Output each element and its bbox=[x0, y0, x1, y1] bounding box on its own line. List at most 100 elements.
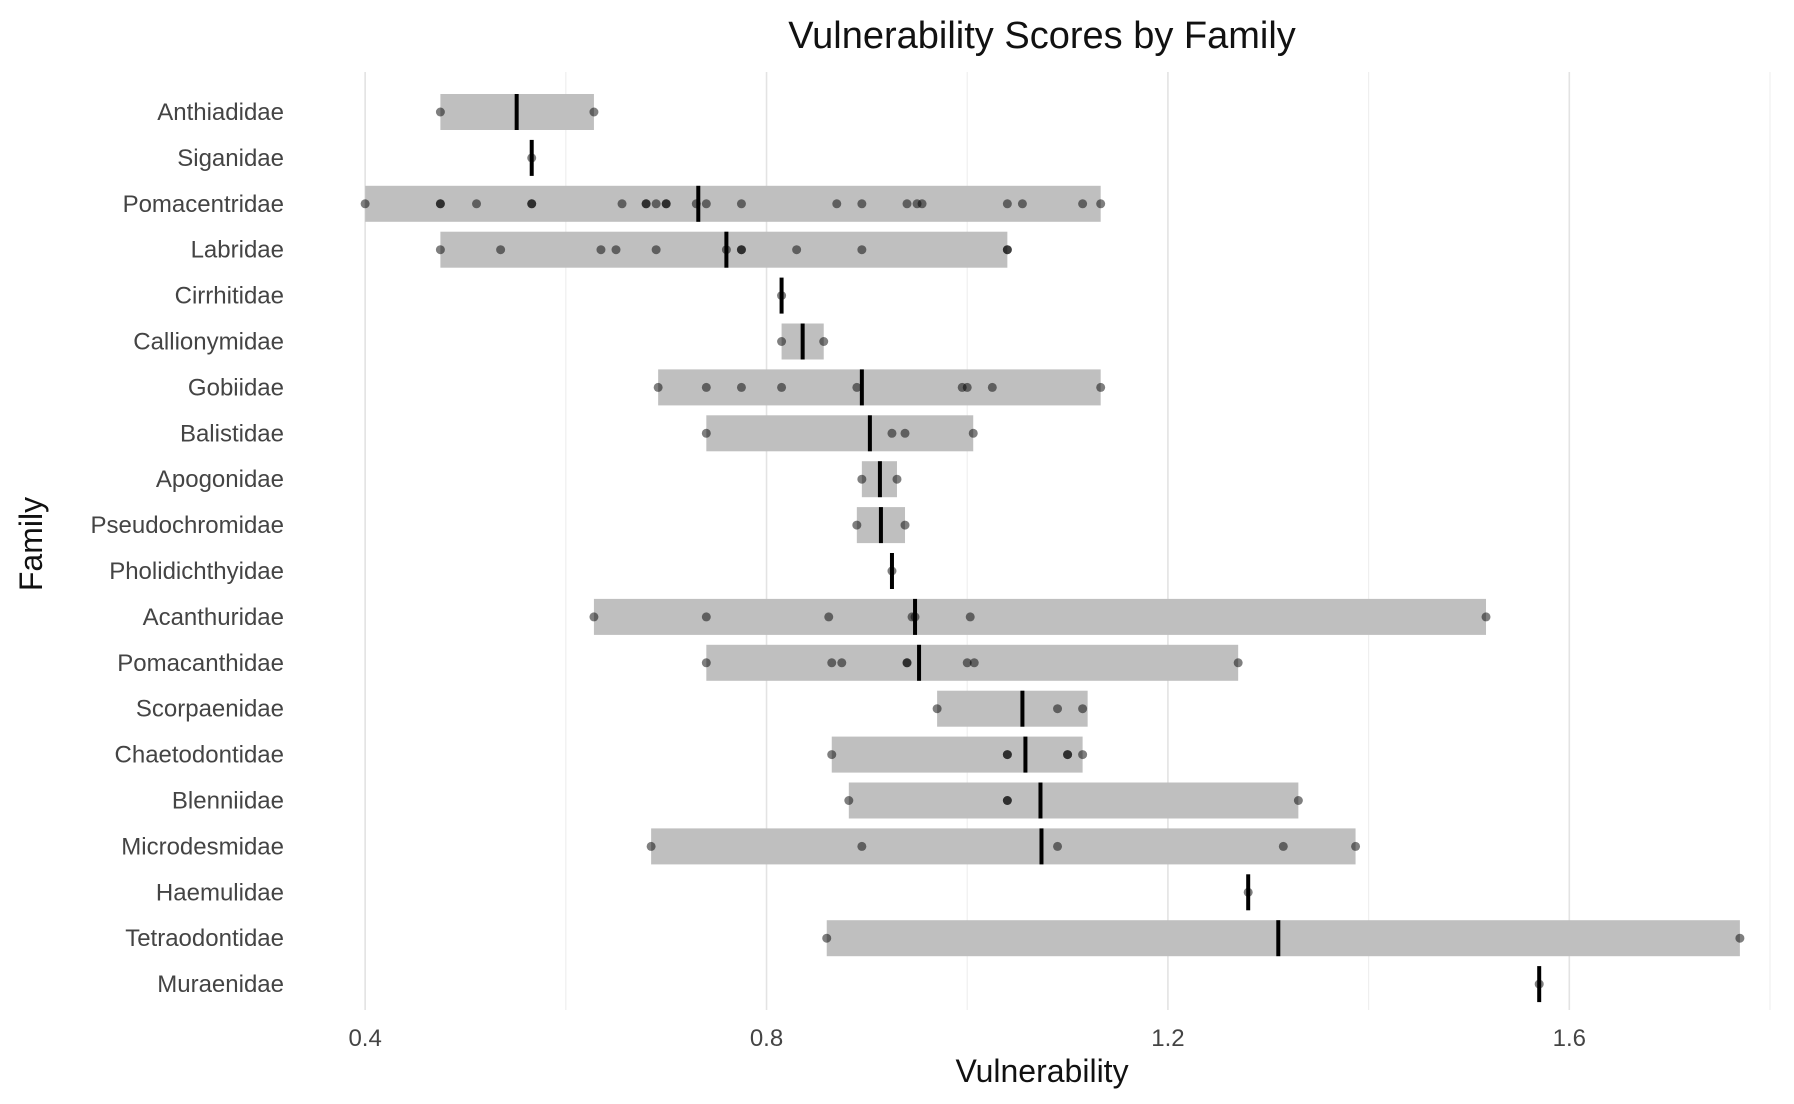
data-point bbox=[1017, 199, 1027, 209]
data-point bbox=[435, 199, 445, 209]
y-tick-labels: Anthiadidae Siganidae Pomacentridae Labrida… bbox=[91, 99, 284, 998]
y-tick-label: Chaetodontidae bbox=[115, 742, 284, 769]
y-tick-label: Apogonidae bbox=[156, 466, 284, 493]
data-point bbox=[1078, 704, 1088, 714]
data-point bbox=[736, 382, 746, 392]
data-point bbox=[857, 199, 867, 209]
data-point bbox=[1351, 841, 1361, 851]
x-tick-label: 0.8 bbox=[750, 1025, 783, 1052]
y-tick-label: Scorpaenidae bbox=[136, 696, 284, 723]
data-point bbox=[857, 841, 867, 851]
data-point bbox=[962, 382, 972, 392]
data-point bbox=[1002, 750, 1012, 760]
data-point bbox=[822, 933, 832, 943]
y-tick-label: Tetraodontidae bbox=[125, 925, 284, 952]
data-point bbox=[701, 199, 711, 209]
data-point bbox=[900, 520, 910, 530]
data-point bbox=[962, 658, 972, 668]
data-point bbox=[1053, 841, 1063, 851]
y-tick-label: Balistidae bbox=[180, 420, 284, 447]
x-axis-title: Vulnerability bbox=[955, 1053, 1128, 1089]
y-tick-label: Haemulidae bbox=[156, 879, 284, 906]
range-bar bbox=[937, 690, 1088, 727]
data-points bbox=[360, 107, 1745, 989]
data-point bbox=[435, 107, 445, 117]
data-point bbox=[596, 245, 606, 255]
data-point bbox=[819, 337, 829, 346]
y-tick-label: Pomacanthidae bbox=[117, 650, 284, 677]
data-point bbox=[1293, 796, 1303, 805]
data-point bbox=[857, 474, 867, 484]
data-point bbox=[969, 658, 979, 668]
range-bar bbox=[826, 920, 1740, 957]
range-bar bbox=[848, 782, 1299, 819]
data-point bbox=[611, 245, 621, 255]
data-point bbox=[968, 428, 978, 438]
y-tick-label: Blenniidae bbox=[172, 788, 284, 815]
range-bar bbox=[706, 415, 974, 452]
data-point bbox=[1053, 704, 1063, 714]
data-point bbox=[589, 612, 599, 622]
y-tick-label: Pomacentridae bbox=[123, 191, 284, 218]
data-point bbox=[777, 337, 787, 346]
y-tick-label: Cirrhitidae bbox=[175, 283, 284, 310]
data-point bbox=[857, 245, 867, 255]
data-point bbox=[837, 658, 847, 668]
range-bar bbox=[831, 736, 1083, 773]
data-point bbox=[827, 750, 837, 760]
x-tick-labels: 0.4 0.8 1.2 1.6 bbox=[348, 1025, 1586, 1052]
data-point bbox=[527, 199, 537, 209]
data-point bbox=[701, 658, 711, 668]
data-point bbox=[472, 199, 482, 209]
data-point bbox=[1481, 612, 1491, 622]
data-point bbox=[1078, 750, 1088, 760]
y-tick-label: Microdesmidae bbox=[121, 833, 284, 860]
grid bbox=[364, 72, 1771, 1010]
data-point bbox=[887, 428, 897, 438]
y-tick-label: Acanthuridae bbox=[143, 604, 284, 631]
median-lines bbox=[514, 94, 1542, 1003]
data-point bbox=[852, 382, 862, 392]
data-point bbox=[736, 199, 746, 209]
y-tick-label: Labridae bbox=[191, 237, 284, 264]
data-point bbox=[651, 245, 661, 255]
data-point bbox=[902, 199, 912, 209]
data-point bbox=[653, 382, 663, 392]
x-tick-label: 1.2 bbox=[1151, 1025, 1184, 1052]
y-tick-label: Callionymidae bbox=[133, 329, 284, 356]
data-point bbox=[965, 612, 975, 622]
data-point bbox=[1002, 199, 1012, 209]
data-point bbox=[589, 107, 599, 117]
x-tick-label: 1.6 bbox=[1553, 1025, 1586, 1052]
y-tick-label: Muraenidae bbox=[157, 971, 284, 998]
data-point bbox=[792, 245, 802, 255]
data-point bbox=[1233, 658, 1243, 668]
data-point bbox=[827, 658, 837, 668]
data-point bbox=[1002, 796, 1012, 805]
data-point bbox=[360, 199, 370, 209]
data-point bbox=[641, 199, 651, 209]
data-point bbox=[701, 382, 711, 392]
y-axis-title: Family bbox=[13, 497, 49, 591]
data-point bbox=[435, 245, 445, 255]
data-point bbox=[900, 428, 910, 438]
data-point bbox=[1096, 199, 1106, 209]
data-point bbox=[736, 245, 746, 255]
data-point bbox=[496, 245, 506, 255]
data-point bbox=[701, 428, 711, 438]
y-tick-label: Siganidae bbox=[177, 145, 284, 172]
data-point bbox=[852, 520, 862, 530]
data-point bbox=[917, 199, 927, 209]
range-bar bbox=[658, 369, 1101, 406]
data-point bbox=[1063, 750, 1073, 760]
data-point bbox=[1096, 382, 1106, 392]
data-point bbox=[987, 382, 997, 392]
y-tick-label: Pseudochromidae bbox=[91, 512, 284, 539]
data-point bbox=[844, 796, 854, 805]
data-point bbox=[824, 612, 834, 622]
data-point bbox=[832, 199, 842, 209]
data-point bbox=[617, 199, 627, 209]
data-point bbox=[661, 199, 671, 209]
data-point bbox=[1278, 841, 1288, 851]
